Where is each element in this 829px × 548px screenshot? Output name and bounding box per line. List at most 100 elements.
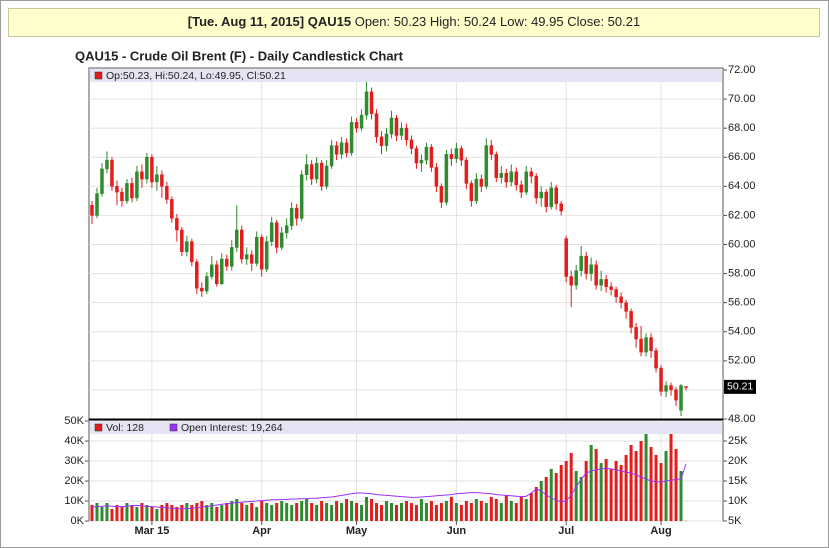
- volume-bar: [145, 505, 149, 521]
- volume-bar: [544, 477, 548, 521]
- legend-swatch: [94, 71, 103, 80]
- volume-bar: [464, 501, 468, 521]
- y-tick-label: 58.00: [728, 267, 756, 279]
- candle-body: [225, 258, 229, 267]
- candle-body: [175, 218, 179, 231]
- volume-bar: [245, 505, 249, 521]
- volume-bar: [95, 503, 99, 521]
- volume-bar: [579, 477, 583, 521]
- candle-body: [604, 279, 608, 287]
- volume-bar: [250, 503, 254, 521]
- volume-bar: [409, 503, 413, 521]
- candle-body: [244, 254, 249, 260]
- volume-bar: [215, 507, 219, 521]
- candle-body: [614, 289, 618, 298]
- candle-body: [439, 186, 444, 203]
- volume-bar: [150, 507, 154, 521]
- candle-body: [579, 255, 583, 271]
- candle-body: [110, 159, 114, 187]
- candle-body: [135, 171, 139, 199]
- volume-bar: [270, 505, 274, 521]
- volume-bar: [444, 501, 448, 521]
- volume-bar: [554, 473, 558, 521]
- last-price-label: 50.21: [727, 381, 753, 393]
- candle-body: [284, 225, 289, 234]
- volume-bar: [629, 445, 633, 521]
- volume-bar: [290, 505, 294, 521]
- volume-bar: [345, 499, 349, 521]
- candle-body: [419, 159, 424, 164]
- y-tick-label: 52.00: [728, 355, 756, 367]
- candle-body: [529, 171, 534, 177]
- volume-bar: [604, 459, 608, 521]
- candle-body: [140, 171, 144, 180]
- volume-bar: [205, 505, 209, 521]
- volume-bar: [295, 503, 299, 521]
- volume-bar: [130, 505, 134, 521]
- volume-bar: [439, 503, 443, 521]
- y2-tick-label: 25K: [728, 435, 748, 447]
- volume-bar: [549, 469, 553, 521]
- volume-bar: [190, 505, 194, 521]
- candle-body: [479, 178, 484, 187]
- volume-bar: [584, 461, 588, 521]
- candle-body: [205, 276, 209, 292]
- candle-body: [364, 91, 369, 116]
- volume-bar: [160, 505, 164, 521]
- candle-body: [344, 142, 349, 154]
- x-tick-label: May: [346, 525, 368, 537]
- volume-bar: [659, 463, 663, 521]
- candle-body: [534, 175, 539, 199]
- candle-body: [519, 184, 524, 193]
- x-tick-label: Aug: [650, 525, 671, 537]
- y-tick-label: 72.00: [728, 64, 756, 76]
- volume-bar: [634, 451, 638, 521]
- volume-bar: [100, 507, 104, 521]
- candle-body: [554, 187, 558, 205]
- y-tick-label: 0K: [71, 515, 85, 527]
- candle-body: [609, 286, 613, 290]
- candle-body: [170, 199, 174, 219]
- candle-body: [324, 165, 329, 187]
- volume-bar: [619, 465, 623, 521]
- candle-body: [644, 337, 648, 353]
- y-tick-label: 62.00: [728, 209, 756, 221]
- volume-bar: [385, 501, 389, 521]
- volume-bar: [330, 505, 334, 521]
- volume-bar: [310, 503, 314, 521]
- candle-body: [569, 276, 573, 286]
- volume-bar: [529, 493, 533, 521]
- volume-bar: [280, 501, 284, 521]
- candle-body: [444, 154, 449, 203]
- volume-bar: [255, 507, 259, 521]
- candle-body: [269, 222, 274, 242]
- volume-bar: [155, 509, 159, 521]
- volume-bar: [90, 505, 94, 521]
- candle-body: [195, 261, 199, 289]
- candle-body: [674, 389, 678, 401]
- candle-body: [95, 193, 99, 216]
- candle-body: [314, 162, 319, 180]
- candle-body: [399, 127, 404, 136]
- volume-bar: [185, 503, 189, 521]
- quote-symbol: QAU15: [308, 14, 351, 29]
- candle-body: [564, 238, 568, 277]
- volume-bar: [235, 499, 239, 521]
- candle-body: [394, 117, 399, 136]
- candle-body: [349, 122, 354, 154]
- quote-date: [Tue. Aug 11, 2015]: [188, 14, 304, 29]
- candle-body: [125, 183, 129, 202]
- candle-body: [449, 154, 454, 159]
- legend-swatch: [169, 423, 178, 432]
- volume-bar: [654, 455, 658, 521]
- volume-bar: [639, 441, 643, 521]
- y-tick-label: 56.00: [728, 297, 756, 309]
- volume-bar: [210, 503, 214, 521]
- volume-bar: [394, 505, 398, 521]
- volume-bar: [325, 503, 329, 521]
- volume-bar: [559, 465, 563, 521]
- y-tick-label: 30K: [64, 455, 84, 467]
- volume-bar: [649, 447, 653, 521]
- candle-body: [429, 146, 434, 168]
- candle-body: [309, 164, 314, 180]
